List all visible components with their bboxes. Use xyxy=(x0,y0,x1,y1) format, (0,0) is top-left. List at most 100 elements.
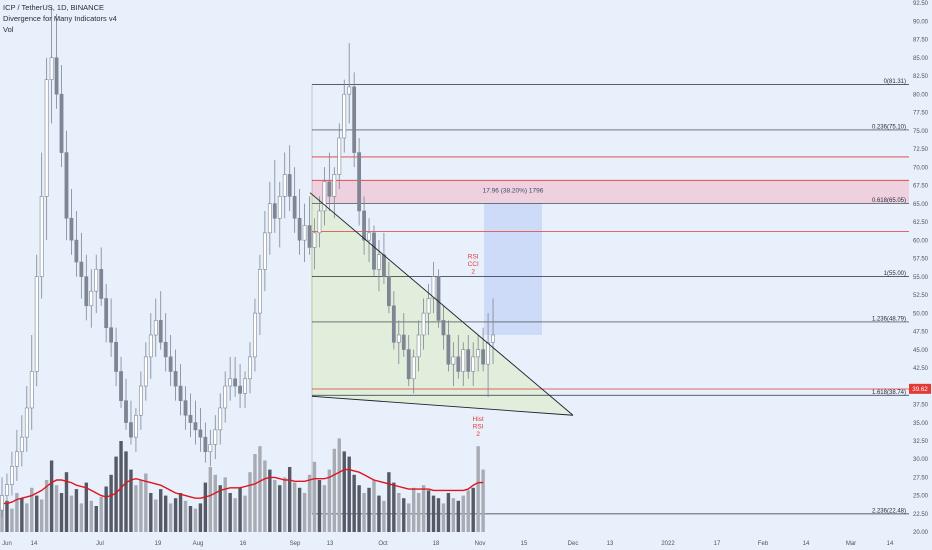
candle xyxy=(99,247,104,306)
candles-layer xyxy=(0,6,495,518)
candle-body xyxy=(99,269,104,299)
candle-body xyxy=(282,174,287,197)
candle-body xyxy=(421,312,426,336)
candle-body xyxy=(208,444,213,453)
volume-ma-line xyxy=(2,468,484,505)
candle-body xyxy=(446,334,451,365)
candle-body xyxy=(44,79,49,197)
candle-body xyxy=(138,385,143,416)
y-tick-label: 45.00 xyxy=(913,348,929,354)
candle-body xyxy=(476,349,481,358)
volume-bar xyxy=(307,474,312,532)
divergence-label-bearish: 2 xyxy=(471,268,475,275)
candle xyxy=(327,152,332,211)
volume-bar xyxy=(402,498,406,532)
candle xyxy=(267,181,272,255)
y-tick-label: 85.00 xyxy=(913,56,929,62)
volume-bar xyxy=(426,490,431,532)
x-tick-label: Mar xyxy=(846,541,856,547)
volume-bar xyxy=(456,500,461,532)
volume-title: Vol xyxy=(3,25,14,34)
volume-bar xyxy=(253,454,257,532)
y-tick-label: 65.00 xyxy=(913,202,929,208)
volume-bar xyxy=(178,493,183,532)
last-price-tag xyxy=(909,383,931,394)
y-tick-label: 62.50 xyxy=(913,220,929,226)
y-tick-label: 55.00 xyxy=(913,275,929,281)
fib-level-label: 2.236(22.48) xyxy=(872,508,906,514)
candle-body xyxy=(272,203,277,219)
volume-bar xyxy=(471,487,475,532)
y-tick-label: 20.00 xyxy=(913,530,929,536)
candle xyxy=(248,342,252,394)
candle xyxy=(34,254,39,387)
candle-body xyxy=(218,407,223,431)
candle xyxy=(94,254,99,314)
candle xyxy=(391,291,396,350)
candle-body xyxy=(148,334,153,358)
volume-bar xyxy=(163,495,168,532)
candle-body xyxy=(158,320,163,343)
candle-body xyxy=(416,334,421,358)
candle xyxy=(357,137,362,226)
measure-box-label: 17.96 (38.20%) 1796 xyxy=(483,188,544,195)
candle xyxy=(486,313,490,398)
candle xyxy=(19,415,24,467)
candle xyxy=(347,43,352,124)
fib-level-label: 0.236(75.10) xyxy=(872,124,906,130)
candle-body xyxy=(203,436,208,453)
candle xyxy=(104,283,109,343)
candle-body xyxy=(396,334,401,343)
x-tick-label: Jun xyxy=(2,541,12,547)
candle xyxy=(203,422,208,463)
candle-body xyxy=(461,349,466,372)
volume-bar xyxy=(20,498,24,532)
volume-bar xyxy=(327,469,332,532)
x-tick-label: Oct xyxy=(378,541,388,547)
volume-bar xyxy=(79,503,84,532)
x-tick-label: Sep xyxy=(290,541,301,547)
candle-body xyxy=(248,356,252,380)
candle xyxy=(426,283,431,335)
candle-body xyxy=(287,174,292,197)
candle-body xyxy=(307,225,312,248)
x-tick-label: Aug xyxy=(193,541,204,547)
fib-level-label: 1.236(48.79) xyxy=(872,316,906,322)
y-tick-label: 70.00 xyxy=(913,165,929,171)
candle xyxy=(253,298,257,372)
candle-body xyxy=(129,422,133,438)
candle xyxy=(134,407,138,452)
candle xyxy=(168,334,173,387)
volume-bar xyxy=(312,461,317,532)
candle-body xyxy=(322,181,327,212)
candle xyxy=(337,123,342,190)
candle xyxy=(272,159,277,233)
volume-bar xyxy=(273,480,277,532)
candle-body xyxy=(297,217,302,241)
levels-layer xyxy=(311,84,909,515)
candle xyxy=(14,429,19,481)
candle-body xyxy=(253,312,257,358)
candle-body xyxy=(441,320,446,336)
volume-bar xyxy=(149,493,153,532)
symbol-title: ICP / TetherUS, 1D, BINANCE xyxy=(3,3,105,12)
volume-bar xyxy=(476,446,480,532)
candle-body xyxy=(362,210,366,241)
candle xyxy=(24,386,29,452)
volume-bar xyxy=(352,474,356,532)
candle-body xyxy=(327,181,332,197)
candle xyxy=(218,393,223,445)
candle xyxy=(406,334,411,387)
candle xyxy=(461,342,466,387)
volume-bar xyxy=(446,493,451,532)
indicator-title: Divergence for Many Indicators v4 xyxy=(3,14,117,23)
candle-body xyxy=(312,232,317,248)
volume-bar xyxy=(54,485,59,532)
volume-bar xyxy=(94,506,98,532)
y-tick-label: 47.50 xyxy=(913,330,929,336)
x-tick-label: 13 xyxy=(607,541,614,547)
volume-bar xyxy=(268,469,272,532)
resistance-zone xyxy=(312,180,909,204)
